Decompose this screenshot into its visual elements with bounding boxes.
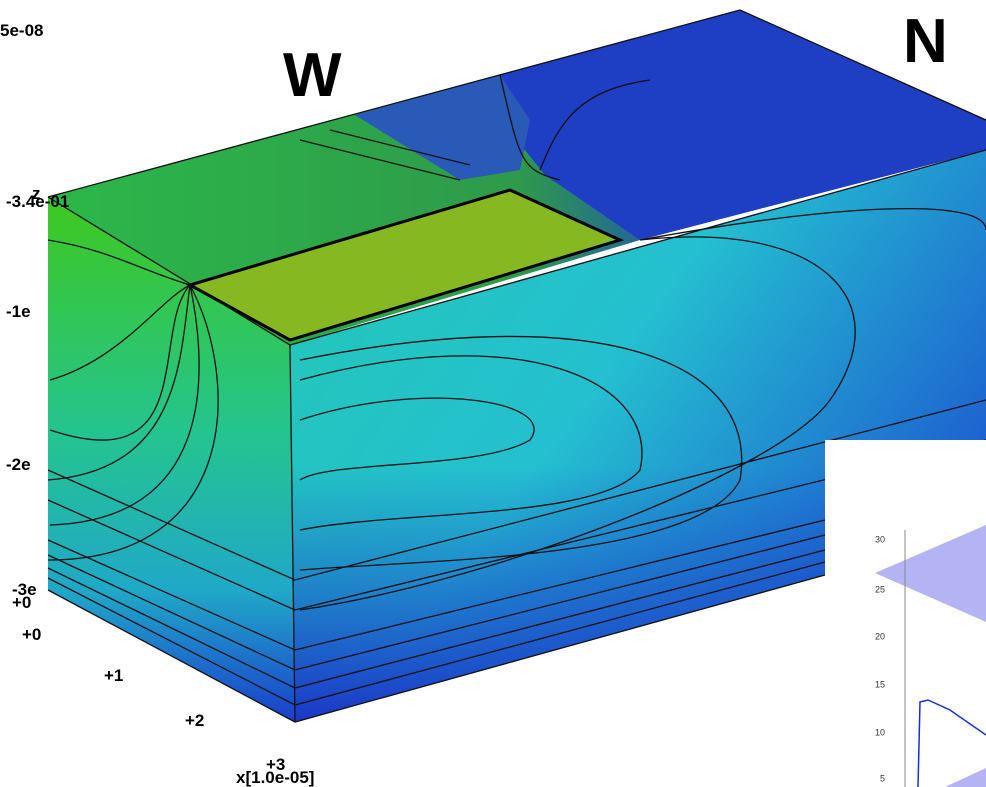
visualization: 30 25 20 15 10 5 5e-08 W N -3.4e-01 z -1…	[0, 0, 986, 787]
compass-n: N	[903, 7, 948, 76]
z-axis-label: z	[32, 184, 41, 203]
x-tick: +2	[185, 711, 204, 730]
z-tick: -1e	[6, 302, 31, 321]
inset-tick: 30	[875, 534, 885, 544]
inset-tick: 20	[875, 631, 885, 641]
x-tick: +1	[104, 666, 123, 685]
x-axis-label: x[1.0e-05]	[236, 768, 314, 787]
z-tick: -2e	[6, 455, 31, 474]
inset-plot: 30 25 20 15 10 5	[825, 440, 986, 787]
inset-tick: 15	[875, 679, 885, 689]
scale-label: 5e-08	[0, 21, 43, 40]
z-tick: +0	[12, 593, 31, 612]
inset-tick: 10	[875, 727, 885, 737]
x-tick: +0	[22, 625, 41, 644]
compass-w: W	[283, 41, 342, 110]
inset-tick: 25	[875, 584, 885, 594]
inset-tick: 5	[880, 773, 885, 783]
